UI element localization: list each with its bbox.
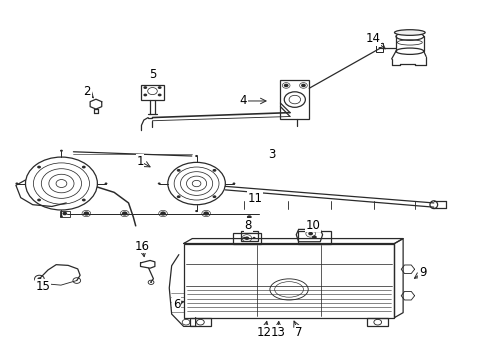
Text: 6: 6 xyxy=(172,298,180,311)
Circle shape xyxy=(38,277,41,280)
Text: 4: 4 xyxy=(239,94,247,108)
Text: 2: 2 xyxy=(83,85,91,98)
Circle shape xyxy=(176,195,180,198)
Circle shape xyxy=(143,86,147,89)
Circle shape xyxy=(104,183,107,185)
Circle shape xyxy=(212,195,216,198)
Bar xyxy=(140,85,164,100)
Bar xyxy=(60,211,69,217)
Text: 16: 16 xyxy=(135,240,150,253)
Bar xyxy=(375,43,383,52)
Text: 3: 3 xyxy=(268,148,275,161)
Circle shape xyxy=(311,235,316,239)
Circle shape xyxy=(62,212,67,215)
Text: 13: 13 xyxy=(270,326,285,339)
Text: 8: 8 xyxy=(244,219,251,231)
Circle shape xyxy=(195,210,198,212)
Text: 9: 9 xyxy=(418,266,426,279)
Circle shape xyxy=(244,237,249,240)
Text: 5: 5 xyxy=(148,68,156,81)
Circle shape xyxy=(16,183,18,185)
Circle shape xyxy=(195,155,198,157)
Circle shape xyxy=(122,211,127,216)
Text: 10: 10 xyxy=(305,219,320,231)
Text: 12: 12 xyxy=(257,326,271,339)
Circle shape xyxy=(246,215,251,219)
Bar xyxy=(297,231,330,243)
Bar xyxy=(280,80,308,119)
Circle shape xyxy=(160,211,165,216)
Bar xyxy=(232,233,261,243)
Circle shape xyxy=(203,211,208,216)
Text: 14: 14 xyxy=(365,32,380,45)
Circle shape xyxy=(212,169,216,172)
Circle shape xyxy=(243,237,245,239)
Ellipse shape xyxy=(394,30,424,35)
Circle shape xyxy=(378,47,381,49)
Bar xyxy=(183,243,394,318)
Circle shape xyxy=(37,166,41,168)
Circle shape xyxy=(143,94,147,96)
Text: 15: 15 xyxy=(36,280,51,293)
Circle shape xyxy=(150,282,152,283)
Circle shape xyxy=(252,237,255,239)
Circle shape xyxy=(81,199,85,201)
Bar xyxy=(366,318,387,327)
Text: 7: 7 xyxy=(295,326,302,339)
Circle shape xyxy=(176,169,180,172)
Circle shape xyxy=(158,183,160,185)
Circle shape xyxy=(283,84,288,87)
Circle shape xyxy=(37,199,41,201)
Bar xyxy=(189,318,210,327)
Circle shape xyxy=(301,84,305,87)
Circle shape xyxy=(83,211,89,216)
Circle shape xyxy=(158,86,161,89)
Circle shape xyxy=(307,232,312,235)
Circle shape xyxy=(232,183,235,185)
Text: 11: 11 xyxy=(247,192,262,205)
Circle shape xyxy=(158,94,161,96)
Text: 1: 1 xyxy=(136,155,143,168)
Circle shape xyxy=(81,166,85,168)
Circle shape xyxy=(60,150,63,152)
Bar xyxy=(240,231,257,241)
Circle shape xyxy=(60,215,63,217)
